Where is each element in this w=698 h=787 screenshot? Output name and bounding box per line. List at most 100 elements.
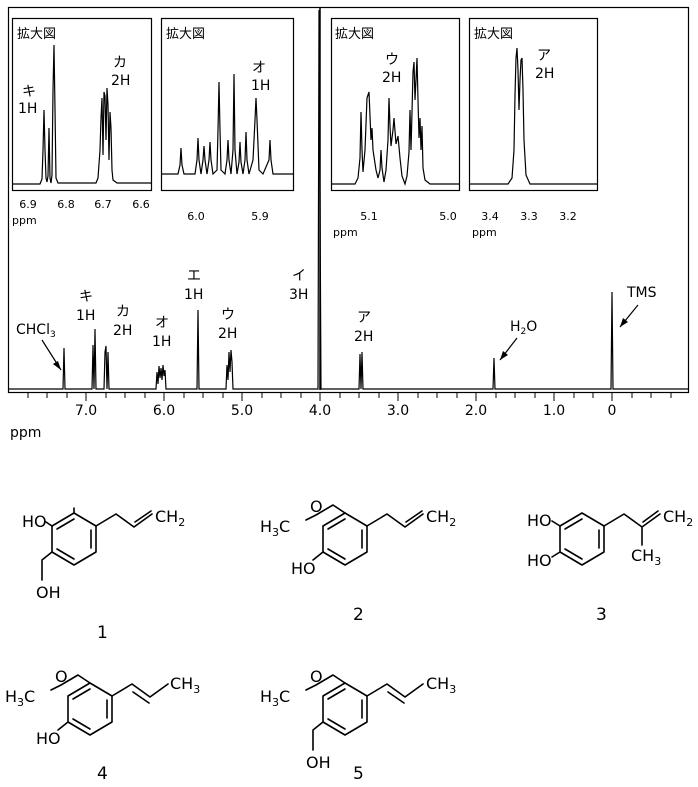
- inset-3-trace: [332, 57, 459, 187]
- inset-4-label-a: ア: [537, 48, 551, 64]
- inset-1-tick: 6.7: [94, 198, 112, 211]
- inset-3-ppm: ppm: [333, 226, 358, 239]
- inset-3-frame: [330, 17, 461, 192]
- ring-2: [322, 512, 368, 566]
- compound-5: H3C O OH CH3 5: [260, 667, 456, 784]
- label-u-name: ウ: [221, 307, 235, 323]
- c4-number: 4: [97, 764, 108, 784]
- label-i-name: イ: [292, 268, 306, 284]
- c1-oh: OH: [36, 583, 61, 602]
- inset-4-ppm: ppm: [472, 226, 497, 239]
- inset-4-count-a: 2H: [535, 66, 554, 82]
- arrowhead-tms: [620, 318, 628, 327]
- c4-o: O: [55, 667, 68, 686]
- label-ki-count: 1H: [76, 308, 95, 324]
- inset-4-tick: 3.4: [481, 210, 499, 223]
- inset-2-label-o: オ: [252, 60, 266, 76]
- inset-2: 拡大図 オ 1H 6.0 5.9: [160, 17, 295, 223]
- c4-h3co: H3C: [5, 687, 35, 709]
- label-chcl3: CHCl3: [16, 322, 56, 340]
- ring-3: [559, 512, 605, 566]
- inset-2-frame: [160, 17, 295, 192]
- compound-3: HO HO CH2 CH3 3: [527, 507, 693, 625]
- c3-ho-bottom: HO: [527, 551, 552, 570]
- inset-1-title: 拡大図: [17, 27, 56, 42]
- inset-1-trace: [13, 44, 151, 185]
- nmr-spectrum: 拡大図 キ 1H カ 2H 6.9 6.8 6.7 6.6 ppm 拡大図 オ …: [7, 6, 690, 441]
- c5-o: O: [310, 667, 323, 686]
- inset-4: 拡大図 ア 2H 3.4 3.3 3.2 ppm: [468, 17, 599, 239]
- c2-number: 2: [353, 605, 364, 625]
- label-o-name: オ: [155, 315, 169, 331]
- bonds-1: [41, 507, 153, 581]
- label-ka-count: 2H: [113, 323, 132, 339]
- c2-ch2: CH2: [426, 507, 456, 529]
- x-tick-label: 0: [608, 403, 617, 419]
- bonds-4: [50, 674, 169, 731]
- inset-3-title: 拡大図: [335, 27, 374, 42]
- x-tick-label: 4.0: [309, 403, 331, 419]
- c1-number: 1: [97, 623, 108, 643]
- label-u-count: 2H: [218, 326, 237, 342]
- c2-ho: HO: [291, 559, 316, 578]
- inset-1-count-ka: 2H: [111, 73, 130, 89]
- c3-ho-top: HO: [527, 511, 552, 530]
- inset-3-label-u: ウ: [385, 52, 399, 68]
- label-a-name: ア: [357, 310, 371, 326]
- inset-3-tick: 5.1: [360, 210, 378, 223]
- c5-h3co: H3C: [260, 687, 290, 709]
- c2-o: O: [310, 497, 323, 516]
- bonds-5: [305, 674, 424, 751]
- x-tick-label: 2.0: [465, 403, 487, 419]
- c4-ch3: CH3: [170, 674, 200, 696]
- inset-2-trace: [162, 73, 293, 176]
- c3-number: 3: [596, 605, 607, 625]
- inset-1: 拡大図 キ 1H カ 2H 6.9 6.8 6.7 6.6 ppm: [11, 17, 153, 227]
- c5-ch3: CH3: [426, 674, 456, 696]
- x-axis: [27, 393, 672, 401]
- arrowhead-chcl3: [53, 361, 61, 370]
- x-tick-label: 3.0: [387, 403, 409, 419]
- bonds-2: [305, 504, 424, 561]
- bonds-3: [551, 510, 661, 558]
- inset-2-tick: 5.9: [251, 210, 269, 223]
- inset-2-title: 拡大図: [166, 27, 205, 42]
- inset-1-frame: [11, 17, 153, 192]
- ring-1: [51, 512, 97, 566]
- inset-1-count-ki: 1H: [18, 101, 37, 117]
- inset-1-label-ki: キ: [22, 84, 36, 100]
- inset-1-tick: 6.6: [132, 198, 150, 211]
- c4-ho: HO: [36, 729, 61, 748]
- compound-4: H3C O HO CH3 4: [5, 667, 200, 784]
- label-i-count: 3H: [289, 287, 308, 303]
- label-a-count: 2H: [354, 329, 373, 345]
- label-e-count: 1H: [184, 287, 203, 303]
- c2-h3co: H3C: [260, 517, 290, 539]
- inset-3-tick: 5.0: [439, 210, 457, 223]
- inset-4-tick: 3.2: [559, 210, 577, 223]
- inset-1-ppm: ppm: [12, 214, 37, 227]
- inset-4-frame: [468, 17, 599, 192]
- label-tms: TMS: [626, 285, 657, 301]
- inset-1-tick: 6.9: [19, 198, 37, 211]
- c3-ch2: CH2: [663, 507, 693, 529]
- inset-4-title: 拡大図: [474, 27, 513, 42]
- compound-1: HO OH CH2 1: [22, 507, 185, 643]
- ring-4: [67, 682, 113, 736]
- x-tick-label: 7.0: [75, 403, 97, 419]
- c3-ch3: CH3: [631, 546, 661, 568]
- arrowhead-h2o: [500, 351, 508, 360]
- inset-1-label-ka: カ: [113, 55, 127, 71]
- structures: HO OH CH2 1 H3C O HO CH2 2 HO HO CH2 CH3…: [5, 497, 693, 784]
- label-ki-name: キ: [79, 289, 93, 305]
- inset-3-count-u: 2H: [382, 70, 401, 86]
- c1-ho: HO: [22, 512, 47, 531]
- main-trace: [9, 9, 688, 390]
- inset-4-trace: [470, 47, 597, 185]
- c5-oh: OH: [306, 753, 331, 772]
- inset-3: 拡大図 ウ 2H 5.1 5.0 ppm: [330, 17, 461, 239]
- ring-5: [322, 682, 368, 736]
- c1-ch2: CH2: [155, 507, 185, 529]
- label-o-count: 1H: [152, 334, 171, 350]
- x-tick-label: 1.0: [543, 403, 565, 419]
